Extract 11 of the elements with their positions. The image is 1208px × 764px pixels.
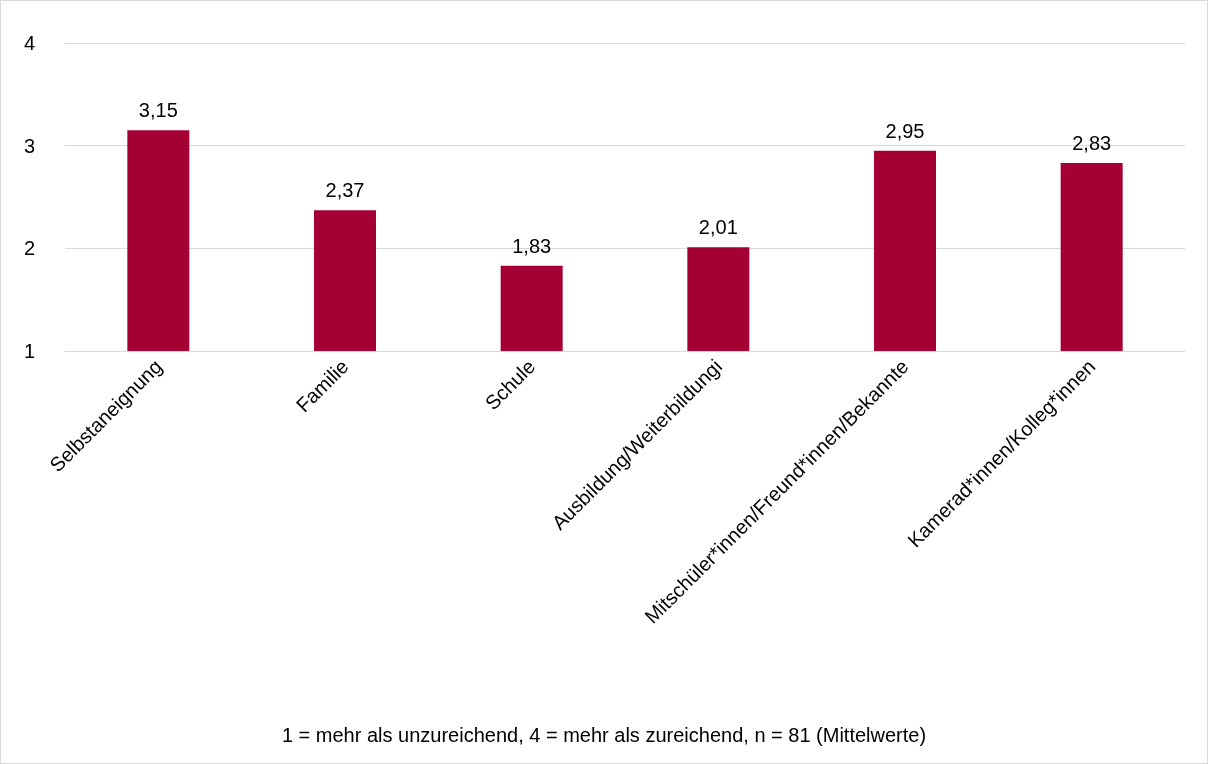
data-label: 1,83 <box>512 234 552 257</box>
data-label: 2,83 <box>1072 132 1112 155</box>
data-label: 2,37 <box>325 179 365 202</box>
data-label: 3,15 <box>138 99 178 122</box>
text: 1 = mehr als unzureichend, 4 = mehr als zureichend, n = 81 (Mittelwerte) <box>281 724 927 746</box>
y-tick-label: 2 <box>23 237 35 260</box>
data-label: 2,95 <box>885 119 925 142</box>
data-label: 2,01 <box>698 216 738 239</box>
y-tick-label: 1 <box>23 340 35 362</box>
y-tick-label: 4 <box>23 32 35 54</box>
y-tick-label: 3 <box>23 134 35 157</box>
